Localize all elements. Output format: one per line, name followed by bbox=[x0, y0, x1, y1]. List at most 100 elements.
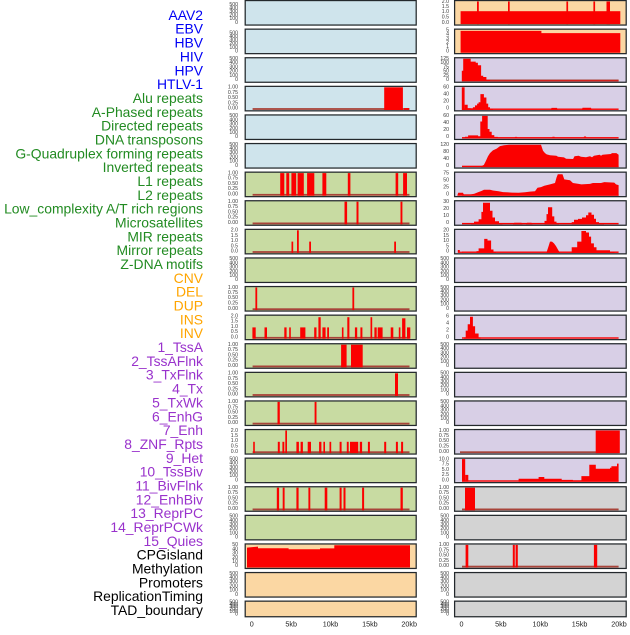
svg-text:0: 0 bbox=[235, 563, 238, 569]
svg-text:0: 0 bbox=[235, 592, 238, 598]
svg-text:20: 20 bbox=[443, 206, 449, 212]
svg-text:G-Quadruplex forming repeats: G-Quadruplex forming repeats bbox=[15, 145, 203, 161]
svg-text:300: 300 bbox=[229, 38, 238, 44]
svg-text:A-Phased repeats: A-Phased repeats bbox=[92, 104, 203, 120]
svg-text:0.50: 0.50 bbox=[228, 353, 238, 359]
svg-text:200: 200 bbox=[229, 154, 238, 160]
svg-text:1.5: 1.5 bbox=[231, 433, 238, 439]
svg-text:0.25: 0.25 bbox=[439, 501, 449, 507]
svg-text:0: 0 bbox=[446, 306, 449, 312]
svg-text:20kb: 20kb bbox=[611, 620, 627, 629]
svg-text:HBV: HBV bbox=[174, 35, 203, 51]
svg-text:100: 100 bbox=[440, 530, 449, 536]
svg-text:1.00: 1.00 bbox=[228, 199, 238, 205]
svg-text:200: 200 bbox=[229, 269, 238, 275]
svg-text:0.75: 0.75 bbox=[228, 204, 238, 210]
svg-text:0: 0 bbox=[235, 20, 238, 26]
svg-text:500: 500 bbox=[229, 514, 238, 520]
svg-text:60: 60 bbox=[443, 85, 449, 91]
svg-text:1: 1 bbox=[446, 44, 449, 50]
svg-text:400: 400 bbox=[229, 575, 238, 581]
svg-text:0.25: 0.25 bbox=[228, 100, 238, 106]
svg-text:200: 200 bbox=[440, 269, 449, 275]
svg-text:100: 100 bbox=[440, 416, 449, 422]
svg-text:400: 400 bbox=[440, 575, 449, 581]
svg-text:0.5: 0.5 bbox=[231, 329, 238, 335]
svg-text:L1 repeats: L1 repeats bbox=[137, 173, 203, 189]
svg-text:10: 10 bbox=[232, 559, 238, 565]
svg-text:0.25: 0.25 bbox=[228, 501, 238, 507]
svg-text:0: 0 bbox=[446, 249, 449, 255]
svg-text:0.50: 0.50 bbox=[228, 181, 238, 187]
svg-text:1.0: 1.0 bbox=[231, 438, 238, 444]
svg-text:HPV: HPV bbox=[174, 62, 203, 78]
svg-text:5.0: 5.0 bbox=[442, 467, 449, 473]
svg-text:100: 100 bbox=[229, 73, 238, 79]
svg-text:20kb: 20kb bbox=[401, 620, 417, 629]
svg-text:400: 400 bbox=[229, 260, 238, 266]
svg-text:300: 300 bbox=[440, 265, 449, 271]
svg-text:0.25: 0.25 bbox=[228, 186, 238, 192]
svg-text:6: 6 bbox=[446, 313, 449, 319]
svg-text:0.25: 0.25 bbox=[439, 444, 449, 450]
svg-text:500: 500 bbox=[229, 2, 238, 8]
svg-text:0.50: 0.50 bbox=[228, 410, 238, 416]
svg-text:INS: INS bbox=[180, 311, 203, 327]
svg-text:Directed repeats: Directed repeats bbox=[101, 118, 203, 134]
svg-text:20: 20 bbox=[443, 228, 449, 234]
svg-text:200: 200 bbox=[229, 13, 238, 19]
svg-text:DEL: DEL bbox=[176, 284, 203, 300]
svg-text:1.5: 1.5 bbox=[442, 4, 449, 10]
svg-text:200: 200 bbox=[229, 526, 238, 532]
svg-text:100: 100 bbox=[229, 159, 238, 165]
svg-text:0.5: 0.5 bbox=[442, 15, 449, 21]
svg-text:400: 400 bbox=[440, 289, 449, 295]
svg-text:0.75: 0.75 bbox=[228, 290, 238, 296]
svg-text:0.75: 0.75 bbox=[228, 347, 238, 353]
svg-text:0.00: 0.00 bbox=[228, 420, 238, 426]
svg-text:0: 0 bbox=[235, 48, 238, 54]
svg-text:EBV: EBV bbox=[175, 21, 204, 37]
svg-text:4_Tx: 4_Tx bbox=[172, 381, 203, 397]
svg-text:400: 400 bbox=[440, 518, 449, 524]
svg-text:0.50: 0.50 bbox=[228, 496, 238, 502]
svg-text:0.00: 0.00 bbox=[228, 220, 238, 226]
svg-text:300: 300 bbox=[229, 579, 238, 585]
svg-text:400: 400 bbox=[229, 518, 238, 524]
svg-text:100: 100 bbox=[440, 387, 449, 393]
svg-text:100: 100 bbox=[440, 359, 449, 365]
svg-text:20: 20 bbox=[232, 555, 238, 561]
svg-text:AAV2: AAV2 bbox=[169, 7, 204, 23]
svg-text:12_EnhBiv: 12_EnhBiv bbox=[136, 491, 203, 507]
svg-text:0.5: 0.5 bbox=[231, 243, 238, 249]
svg-text:1.00: 1.00 bbox=[439, 428, 449, 434]
svg-text:500: 500 bbox=[229, 571, 238, 577]
svg-text:500: 500 bbox=[440, 571, 449, 577]
svg-text:2_TssAFlnk: 2_TssAFlnk bbox=[131, 353, 203, 369]
svg-text:500: 500 bbox=[229, 142, 238, 148]
svg-text:200: 200 bbox=[229, 69, 238, 75]
svg-text:400: 400 bbox=[440, 375, 449, 381]
svg-text:4: 4 bbox=[446, 320, 449, 326]
svg-text:3_TxFlnk: 3_TxFlnk bbox=[146, 367, 203, 383]
svg-text:13_ReprPC: 13_ReprPC bbox=[130, 505, 203, 521]
svg-text:0.00: 0.00 bbox=[439, 563, 449, 569]
svg-text:300: 300 bbox=[229, 604, 238, 610]
svg-text:15_Quies: 15_Quies bbox=[144, 533, 204, 549]
svg-text:0.00: 0.00 bbox=[228, 191, 238, 197]
svg-text:1.00: 1.00 bbox=[439, 542, 449, 548]
svg-text:0: 0 bbox=[446, 612, 449, 618]
svg-text:0.00: 0.00 bbox=[439, 506, 449, 512]
svg-text:4: 4 bbox=[446, 32, 449, 38]
svg-text:500: 500 bbox=[229, 256, 238, 262]
svg-text:1.5: 1.5 bbox=[231, 233, 238, 239]
svg-text:100: 100 bbox=[229, 530, 238, 536]
svg-text:0.50: 0.50 bbox=[228, 295, 238, 301]
svg-text:400: 400 bbox=[440, 260, 449, 266]
svg-text:2.0: 2.0 bbox=[442, 0, 449, 5]
svg-text:1.00: 1.00 bbox=[228, 342, 238, 348]
svg-text:0.50: 0.50 bbox=[228, 210, 238, 216]
svg-text:500: 500 bbox=[440, 514, 449, 520]
svg-text:400: 400 bbox=[229, 602, 238, 608]
svg-text:2.0: 2.0 bbox=[231, 228, 238, 234]
